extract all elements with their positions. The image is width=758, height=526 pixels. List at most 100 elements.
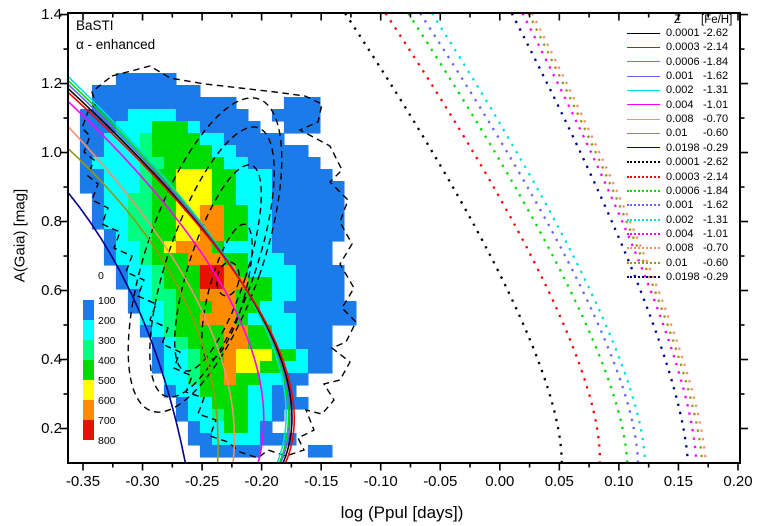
density-cell	[235, 216, 249, 230]
density-cell	[271, 288, 285, 302]
density-cell	[307, 288, 321, 302]
density-cell	[271, 396, 285, 410]
density-cell	[283, 168, 297, 182]
density-cell	[127, 276, 141, 290]
density-cell	[331, 300, 345, 314]
density-cell	[163, 216, 177, 230]
legend-entry-solid-z0.0198: 0.0198 -0.29	[627, 141, 739, 155]
legend-feh-value: -1.62	[703, 199, 729, 212]
density-cell	[235, 192, 249, 206]
density-cell	[103, 96, 117, 110]
density-cell	[211, 144, 225, 158]
density-cell	[259, 300, 273, 314]
density-cell	[259, 372, 273, 386]
plot-frame	[67, 12, 741, 464]
density-cell	[175, 84, 189, 98]
density-cell	[271, 132, 285, 146]
density-cell	[211, 168, 225, 182]
density-cell	[127, 240, 141, 254]
density-cell	[283, 264, 297, 278]
legend-z-value: 0.0001	[666, 27, 700, 39]
density-cell	[211, 360, 225, 374]
legend-feh-value: -1.84	[703, 184, 729, 197]
density-cell	[211, 120, 225, 134]
density-cell	[247, 156, 261, 170]
density-cell	[151, 252, 165, 266]
density-cell	[139, 132, 153, 146]
density-cell	[151, 312, 165, 326]
colorbar-label: 200	[98, 315, 116, 327]
y-tick-label: 0.6	[41, 281, 62, 299]
density-cell	[319, 240, 333, 254]
density-cell	[151, 192, 165, 206]
density-cell	[127, 84, 141, 98]
legend-z-value: 0.0006	[666, 184, 700, 197]
density-cell	[223, 168, 237, 182]
x-tick-label: -0.30	[125, 473, 160, 490]
legend-entry-solid-z0.01: 0.01 -0.60	[627, 126, 739, 140]
legend-entry-solid-z0.008: 0.008 -0.70	[627, 112, 739, 126]
density-cell	[247, 312, 261, 326]
density-cell	[247, 204, 261, 218]
density-cell	[307, 180, 321, 194]
colorbar-segment	[83, 340, 94, 361]
density-cell	[175, 120, 189, 134]
density-cell	[211, 288, 225, 302]
density-cell	[259, 156, 273, 170]
density-cell	[247, 144, 261, 158]
density-cell	[295, 336, 309, 350]
density-cell	[259, 288, 273, 302]
inner-contour	[127, 97, 283, 413]
density-cell	[199, 432, 213, 446]
density-cell	[127, 204, 141, 218]
density-cell	[235, 204, 249, 218]
density-cell	[127, 252, 141, 266]
density-cell	[235, 360, 249, 374]
density-cell	[283, 180, 297, 194]
density-cell	[223, 408, 237, 422]
colorbar-segment	[83, 380, 94, 401]
legend-z-value: 0.001	[666, 70, 694, 83]
density-cell	[295, 144, 309, 158]
legend-feh-value: -1.84	[703, 55, 729, 68]
density-cell	[115, 252, 129, 266]
density-cell	[223, 144, 237, 158]
density-cell	[331, 312, 345, 326]
legend-entry-dotted-z0.0006: 0.0006 -1.84	[627, 184, 739, 198]
density-cell	[295, 180, 309, 194]
density-cell	[91, 96, 105, 110]
density-cell	[235, 384, 249, 398]
legend-z-value: 0.0003	[666, 170, 700, 183]
density-cell	[295, 120, 309, 134]
legend-solid-line-swatch	[627, 75, 660, 77]
legend-dotted-line-swatch	[627, 204, 660, 207]
density-cell	[163, 360, 177, 374]
density-cell	[223, 120, 237, 134]
density-cell	[223, 204, 237, 218]
legend-entry-dotted-z0.0003: 0.0003 -2.14	[627, 170, 739, 184]
colorbar-label: 100	[98, 295, 116, 307]
density-cell	[235, 180, 249, 194]
density-cell	[259, 144, 273, 158]
density-cell	[103, 216, 117, 230]
legend-dotted-line-swatch	[627, 261, 660, 264]
density-cell	[223, 432, 237, 446]
density-cell	[295, 276, 309, 290]
density-cell	[163, 312, 177, 326]
density-cell	[259, 192, 273, 206]
density-cell	[199, 264, 213, 278]
density-cell	[235, 240, 249, 254]
legend-entry-solid-z0.0006: 0.0006 -1.84	[627, 55, 739, 69]
density-cell	[139, 72, 153, 86]
density-cell	[211, 192, 225, 206]
density-cell	[91, 144, 105, 158]
density-cell	[259, 168, 273, 182]
legend-dotted-line-swatch	[627, 161, 660, 164]
density-cell	[139, 252, 153, 266]
legend-z-value: 0.01	[666, 127, 688, 140]
density-cell	[283, 144, 297, 158]
density-cell	[247, 324, 261, 338]
density-cell	[223, 156, 237, 170]
density-cell	[259, 264, 273, 278]
density-cell	[199, 108, 213, 122]
